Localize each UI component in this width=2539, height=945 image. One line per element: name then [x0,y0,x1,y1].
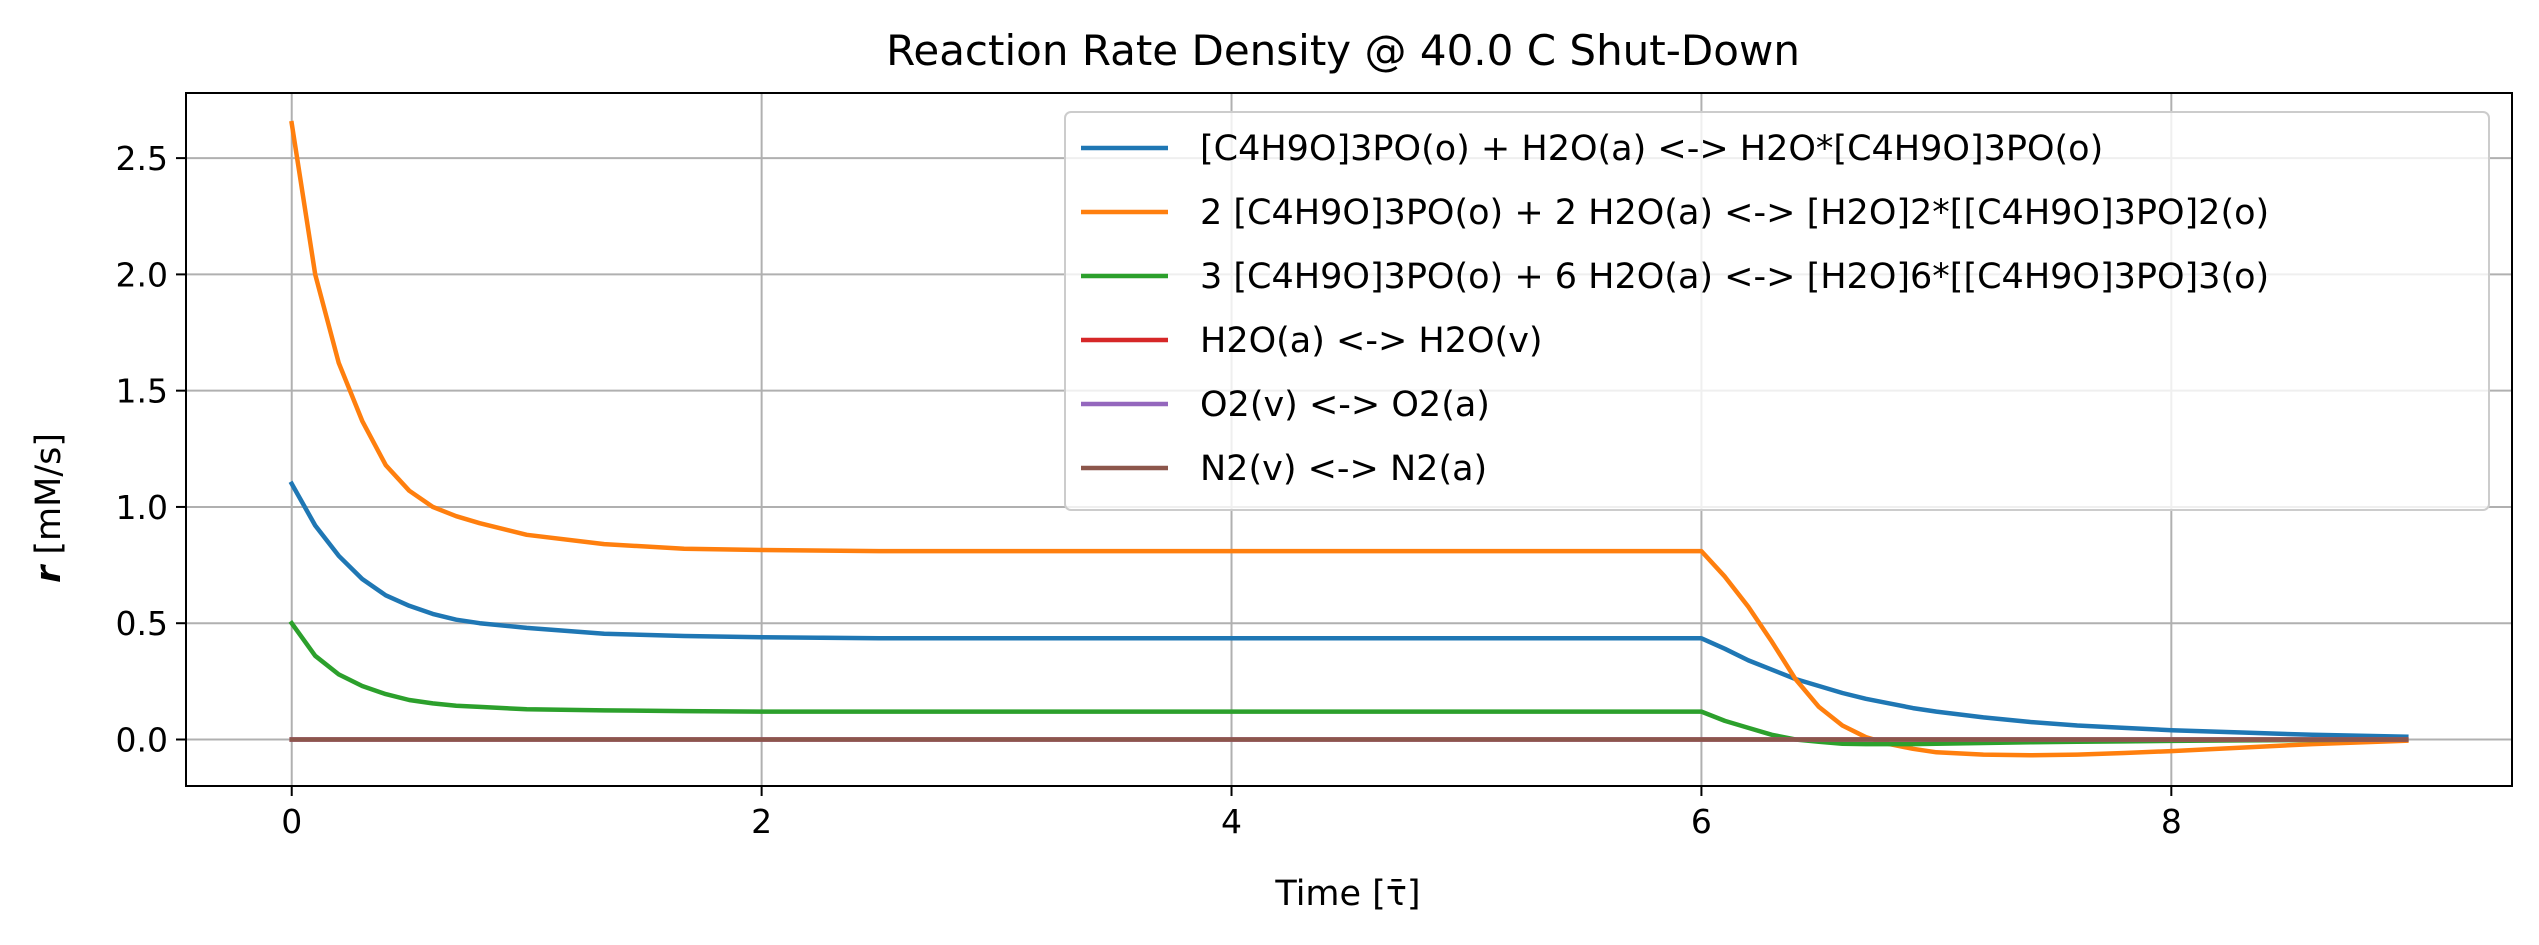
x-axis-ticks: 0 2 4 6 8 [281,786,2182,841]
x-tick-label: 2 [751,802,772,841]
series-line-3 [288,620,2409,747]
y-tick-label: 0.5 [116,604,168,643]
series-line-2 [289,120,2409,758]
x-tick-label: 4 [1221,802,1242,841]
legend-label-4: H2O(a) <-> H2O(v) [1200,321,1543,361]
series-lines [288,120,2409,758]
x-tick-label: 0 [281,802,302,841]
chart-title: Reaction Rate Density @ 40.0 C Shut-Down [886,26,1800,75]
legend-label-6: N2(v) <-> N2(a) [1200,449,1487,489]
legend-label-1: [C4H9O]3PO(o) + H2O(a) <-> H2O*[C4H9O]3P… [1200,129,2103,169]
x-axis-label: Time [τ̄] [1274,874,1420,914]
legend-box [1064,111,2490,511]
y-tick-label: 2.5 [116,139,168,178]
y-tick-label: 1.5 [116,372,168,411]
y-tick-label: 0.0 [116,720,168,759]
y-axis-symbol: r [29,563,69,583]
series-line-1 [288,480,2409,739]
x-tick-label: 6 [1691,802,1712,841]
y-tick-label: 2.0 [116,255,168,294]
y-tick-label: 1.0 [116,488,168,527]
legend-label-5: O2(v) <-> O2(a) [1200,385,1490,425]
legend-label-2: 2 [C4H9O]3PO(o) + 2 H2O(a) <-> [H2O]2*[[… [1200,193,2269,233]
y-axis-ticks: 0.0 0.5 1.0 1.5 2.0 2.5 [116,139,186,759]
legend: [C4H9O]3PO(o) + H2O(a) <-> H2O*[C4H9O]3P… [1064,111,2490,511]
legend-label-3: 3 [C4H9O]3PO(o) + 6 H2O(a) <-> [H2O]6*[[… [1200,257,2269,297]
plot-area-frame [185,92,2513,787]
y-axis-label: r [mM/s] [29,433,69,583]
y-axis-unit: [mM/s] [29,433,69,566]
x-tick-label: 8 [2161,802,2182,841]
